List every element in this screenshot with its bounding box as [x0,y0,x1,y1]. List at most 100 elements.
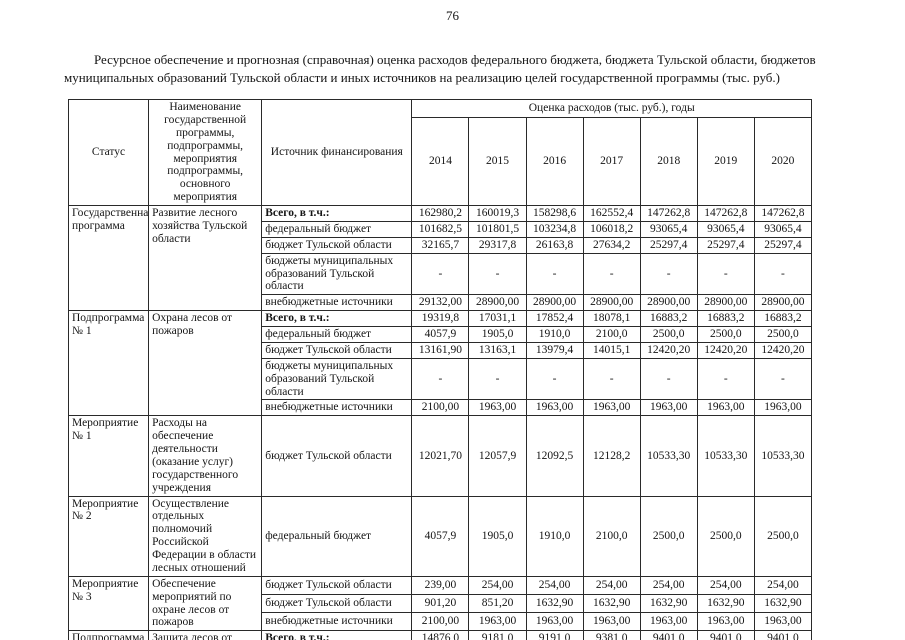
value-cell: 9401,0 [696,630,755,640]
funding-source-cell: бюджет Тульской области [261,236,413,254]
status-cell: Мероприятие № 2 [67,495,150,577]
value-cell: 26163,8 [525,236,584,254]
value-cell: 1963,00 [696,612,755,632]
value-cell: - [582,357,641,401]
program-name-cell: Защита лесов от болезней, вредителей лес… [148,630,263,640]
page-number: 76 [446,8,459,23]
value-cell: 17852,4 [525,310,584,328]
value-cell: 1632,90 [753,593,813,614]
value-cell: 25297,4 [639,236,698,254]
value-cell: - [582,252,641,296]
value-cell: 9401,0 [753,630,813,640]
header-row-top: Статус Наименование государственной прог… [67,99,812,207]
value-cell: 32165,7 [411,236,470,254]
table-row: внебюджетные источники 2100,00 1963,00 1963… [69,612,813,632]
value-cell: 25297,4 [696,236,755,254]
header-program-name: Наименование государственной программы, … [148,99,263,207]
value-cell: 1963,00 [468,612,527,632]
value-cell: 101801,5 [468,220,527,238]
funding-source-cell: федеральный бюджет [261,220,413,238]
value-cell: 2500,0 [753,326,813,343]
funding-source-cell: федеральный бюджет [261,495,413,577]
value-cell: 9181,0 [468,630,527,640]
value-cell: 28900,00 [525,294,584,312]
value-cell: 103234,8 [525,220,584,238]
header-year-2020: 2020 [753,117,813,207]
value-cell: - [696,357,755,401]
value-cell: 4057,9 [411,495,470,577]
value-cell: 9401,0 [639,630,698,640]
value-cell: 1632,90 [525,593,584,614]
value-cell: 147262,8 [753,205,813,222]
table-body: Государственная программа Развитие лесног… [67,205,813,640]
value-cell: 29317,8 [468,236,527,254]
value-cell: 2500,0 [696,495,755,577]
value-cell: 12092,5 [525,415,584,497]
value-cell: 27634,2 [582,236,641,254]
value-cell: 29132,00 [411,294,470,312]
status-cell: Подпрограмма № 2 [67,630,150,640]
table-row: Подпрограмма № 1 Охрана лесов от пожаров В… [67,310,813,417]
header-year-2014: 2014 [411,117,470,207]
value-cell: 2500,0 [639,495,698,577]
value-cell: 160019,3 [468,205,527,222]
table-header: Статус Наименование государственной прог… [67,99,813,207]
table-row: бюджеты муниципальных образований Тульск… [69,357,813,401]
value-cell: 18078,1 [582,310,641,328]
value-cell: 1963,00 [582,399,641,417]
value-cell: 254,00 [582,575,641,596]
value-cell: 13979,4 [525,341,584,359]
value-cell: - [753,357,813,401]
value-cell: 93065,4 [639,220,698,238]
table-row: Мероприятие № 2 Осуществление отдельных п… [67,495,813,577]
value-cell: 2100,00 [411,612,470,632]
value-cell: 16883,2 [639,310,698,328]
value-cell: 12420,20 [696,341,755,359]
document-title: Ресурсное обеспечение и прогнозная (спра… [64,52,816,85]
header-year-2015: 2015 [468,117,527,207]
value-cell: 1910,0 [525,326,584,343]
value-cell: 851,20 [468,593,527,614]
value-cell: - [411,252,470,296]
value-cell: - [468,357,527,401]
funding-source-cell: федеральный бюджет [261,326,413,343]
program-name-cell: Осуществление отдельных полномочий Росси… [148,495,263,577]
value-cell: - [525,357,584,401]
funding-source-cell: бюджет Тульской области [261,415,413,497]
value-cell: 1905,0 [468,495,527,577]
value-cell: 2100,0 [582,495,641,577]
funding-source-cell: бюджет Тульской области [261,575,413,596]
value-cell: 19319,8 [411,310,470,328]
program-name-cell: Развитие лесного хозяйства Тульской обла… [148,205,263,312]
value-cell: 9191,0 [525,630,584,640]
value-cell: 1963,00 [525,399,584,417]
value-cell: 158298,6 [525,205,584,222]
value-cell: 12128,2 [582,415,641,497]
value-cell: 901,20 [411,593,470,614]
value-cell: - [639,252,698,296]
funding-source-cell: бюджеты муниципальных образований Тульск… [261,252,413,296]
value-cell: 254,00 [525,575,584,596]
value-cell: 1910,0 [525,495,584,577]
table-row: федеральный бюджет 4057,9 1905,0 1910,0 2100… [69,326,813,343]
value-cell: 16883,2 [696,310,755,328]
header-year-2018: 2018 [639,117,698,207]
value-cell: - [639,357,698,401]
value-cell: 2100,00 [411,399,470,417]
funding-source-cell: Всего, в т.ч.: [261,310,413,328]
value-cell: 2500,0 [696,326,755,343]
value-cell: 28900,00 [753,294,813,312]
value-cell: 1963,00 [525,612,584,632]
value-cell: 254,00 [753,575,813,596]
header-year-2019: 2019 [696,117,755,207]
value-cell: 254,00 [639,575,698,596]
value-cell: 13161,90 [411,341,470,359]
table-row: федеральный бюджет 101682,5 101801,5 103234… [69,220,813,238]
value-cell: 13163,1 [468,341,527,359]
value-cell: 14015,1 [582,341,641,359]
funding-source-cell: внебюджетные источники [261,612,413,632]
value-cell: 1963,00 [753,399,813,417]
value-cell: 1632,90 [582,593,641,614]
value-cell: 2100,0 [582,326,641,343]
